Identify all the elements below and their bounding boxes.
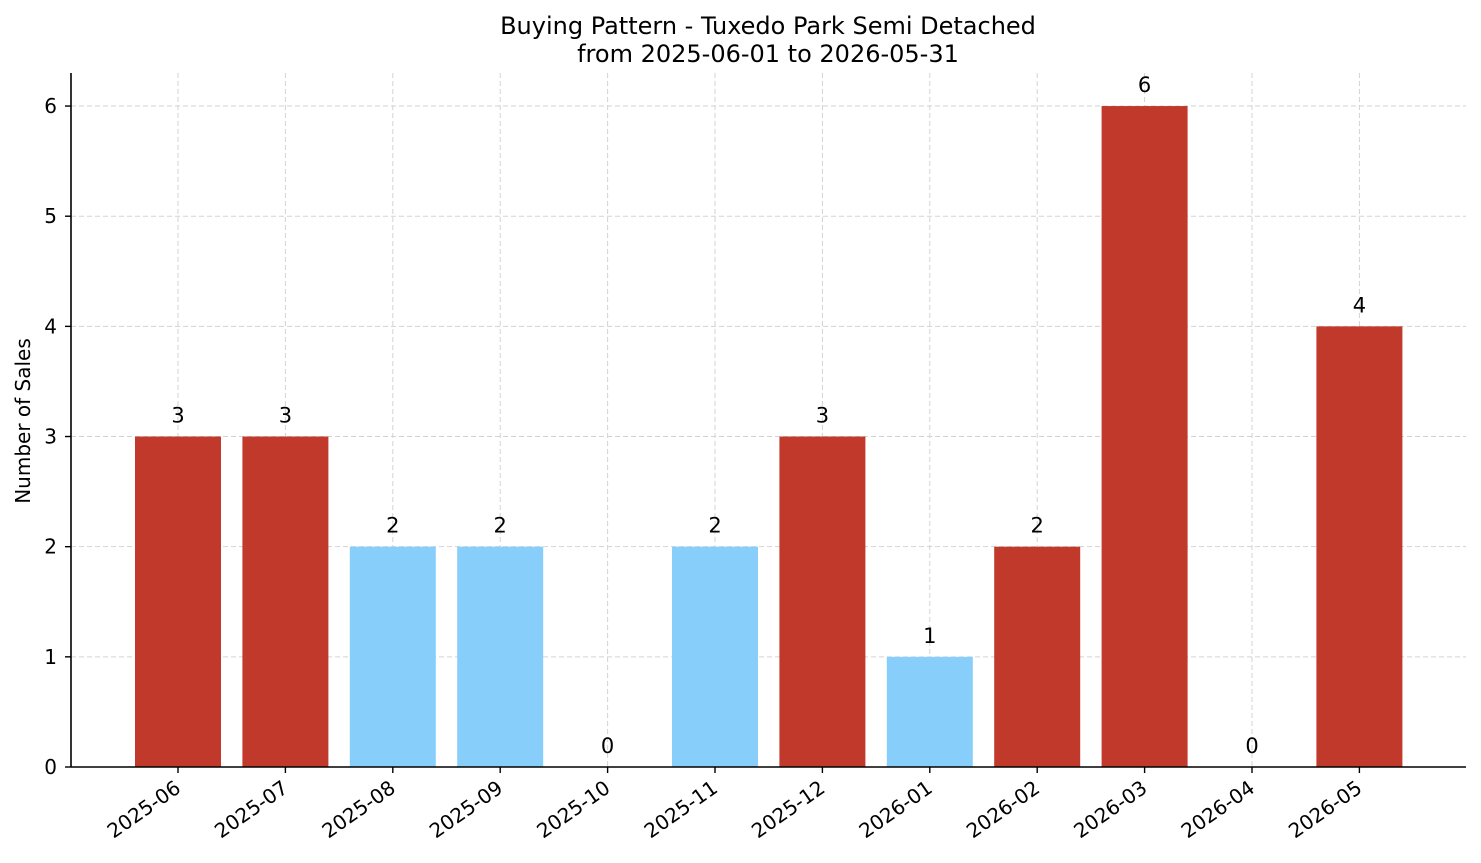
value-label-2025-07: 3 — [279, 404, 292, 428]
x-tick-label-2025-12: 2025-12 — [747, 775, 829, 843]
x-tick-label-2025-07: 2025-07 — [210, 775, 292, 843]
chart-title: Buying Pattern - Tuxedo Park Semi Detach… — [500, 12, 1036, 40]
y-tick-label-4: 4 — [44, 314, 57, 338]
value-label-2025-12: 3 — [816, 404, 829, 428]
x-tick-label-2025-06: 2025-06 — [103, 775, 185, 843]
bar-2025-08 — [349, 546, 436, 767]
bar-2026-05 — [1316, 326, 1403, 767]
value-label-2025-11: 2 — [708, 514, 721, 538]
value-label-2026-02: 2 — [1031, 514, 1044, 538]
value-label-2026-05: 4 — [1353, 293, 1366, 317]
bar-2025-06 — [135, 436, 221, 767]
x-tick-label-2026-01: 2026-01 — [854, 775, 936, 843]
value-label-2026-01: 1 — [923, 624, 936, 648]
axes — [70, 73, 1466, 768]
chart-subtitle: from 2025-06-01 to 2026-05-31 — [577, 40, 959, 68]
y-tick-label-2: 2 — [44, 535, 57, 559]
x-tick-label-2026-04: 2026-04 — [1177, 775, 1259, 843]
x-tick-label-2025-08: 2025-08 — [317, 775, 399, 843]
x-tick-label-2026-02: 2026-02 — [962, 775, 1044, 843]
y-tick-label-6: 6 — [44, 94, 57, 118]
bar-2025-07 — [242, 436, 329, 767]
value-label-2025-08: 2 — [386, 514, 399, 538]
x-tick-label-2025-09: 2025-09 — [425, 775, 507, 843]
y-tick-label-5: 5 — [44, 204, 57, 228]
bar-2026-03 — [1101, 106, 1188, 768]
x-axis-ticks: 2025-06 2025-07 2025-08 2025-09 2025-10 2025-… — [103, 767, 1366, 843]
value-label-2025-09: 2 — [494, 514, 507, 538]
value-label-2025-06: 3 — [171, 404, 184, 428]
x-tick-label-2026-05: 2026-05 — [1284, 775, 1366, 843]
value-label-2026-04: 0 — [1245, 734, 1258, 758]
bar-2025-11 — [672, 546, 758, 767]
bar-2026-01 — [886, 656, 973, 767]
bar-2026-02 — [994, 546, 1081, 767]
y-axis-label: Number of Sales — [11, 338, 35, 504]
y-tick-label-0: 0 — [44, 755, 57, 779]
bar-2025-09 — [457, 546, 544, 767]
y-tick-label-3: 3 — [44, 425, 57, 449]
y-tick-label-1: 1 — [44, 645, 57, 669]
y-axis-ticks: 0 1 2 3 4 5 6 — [44, 94, 71, 779]
value-label-2025-10: 0 — [601, 734, 614, 758]
bars — [135, 106, 1403, 768]
value-label-2026-03: 6 — [1138, 73, 1151, 97]
x-tick-label-2025-10: 2025-10 — [532, 775, 614, 843]
bar-2025-12 — [779, 436, 866, 767]
x-tick-label-2026-03: 2026-03 — [1069, 775, 1151, 843]
x-tick-label-2025-11: 2025-11 — [640, 775, 722, 843]
